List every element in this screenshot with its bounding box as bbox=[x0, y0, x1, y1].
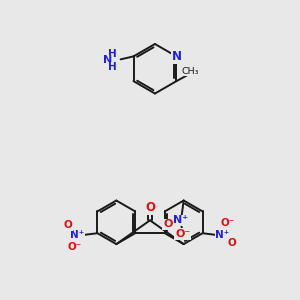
Text: CH₃: CH₃ bbox=[182, 67, 199, 76]
Text: N: N bbox=[171, 50, 182, 63]
Text: N: N bbox=[103, 55, 112, 65]
Text: N⁺: N⁺ bbox=[215, 230, 230, 240]
Text: O: O bbox=[63, 220, 72, 230]
Text: H: H bbox=[108, 50, 117, 59]
Text: N⁺: N⁺ bbox=[173, 215, 188, 225]
Text: O: O bbox=[228, 238, 237, 248]
Text: O⁻: O⁻ bbox=[220, 218, 235, 228]
Text: O⁻: O⁻ bbox=[68, 242, 82, 252]
Text: H: H bbox=[108, 62, 117, 72]
Text: O: O bbox=[163, 219, 172, 229]
Text: O: O bbox=[145, 201, 155, 214]
Text: N⁺: N⁺ bbox=[70, 230, 85, 240]
Text: O⁻: O⁻ bbox=[175, 229, 190, 239]
